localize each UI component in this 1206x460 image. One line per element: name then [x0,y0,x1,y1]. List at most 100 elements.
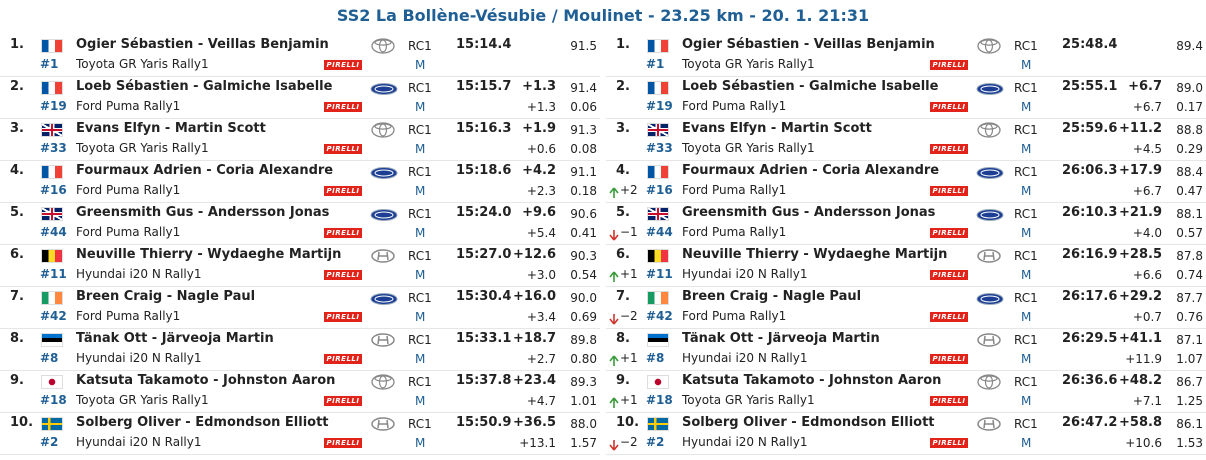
gap: +48.2 [1119,373,1162,388]
time: 15:27.0 [456,247,512,262]
diff: +4.7 [526,394,556,408]
crew: Solberg Oliver - Edmondson Elliott [682,415,935,430]
diff: +6.7 [1132,100,1162,114]
position: 6. [10,247,24,262]
class: RC1 [408,123,432,137]
brand-logo [370,38,396,58]
car: Toyota GR Yaris Rally1 [76,393,209,407]
crew: Breen Craig - Nagle Paul [76,289,256,304]
gap: +12.6 [513,247,556,262]
diff: +4.0 [1132,226,1162,240]
position: 2. [10,79,24,94]
gap: +17.9 [1119,163,1162,178]
position: 3. [616,121,630,136]
car-number: #8 [40,351,59,365]
crew: Fourmaux Adrien - Coria Alexandre [76,163,334,178]
result-row: 2. #19 Loeb Sébastien - Galmiche Isabelle F… [0,76,600,119]
gap: +9.6 [522,205,556,220]
diff: +2.7 [526,352,556,366]
crew: Breen Craig - Nagle Paul [682,289,862,304]
brand-logo [976,290,1004,309]
gap: +41.1 [1119,331,1162,346]
position-change: −2 [620,309,638,323]
tyre-logo: PIRELLI [324,228,362,238]
result-row: 7. −2 #42 Breen Craig - Nagle Paul Ford Puma… [606,286,1206,329]
result-row: 4. #16 Fourmaux Adrien - Coria Alexandre Fo… [0,160,600,203]
group: M [415,58,426,72]
tyre-logo: PIRELLI [324,270,362,280]
tyre-logo: PIRELLI [930,186,968,196]
flag [42,166,62,178]
speed: 90.6 [570,207,597,221]
position: 8. [10,331,24,346]
brand-logo [370,164,398,183]
flag [648,292,668,304]
brand-logo [370,416,396,435]
gap: +4.2 [522,163,556,178]
time: 25:48.4 [1062,37,1118,52]
gap: +58.8 [1119,415,1162,430]
tyre-logo: PIRELLI [930,270,968,280]
diff: +7.1 [1132,394,1162,408]
change-arrow [609,226,619,245]
time: 26:29.5 [1062,331,1118,346]
time: 26:10.3 [1062,205,1118,220]
car-number: #44 [646,225,673,239]
class: RC1 [1014,417,1038,431]
speed: 88.0 [570,417,597,431]
brand-logo [976,80,1004,99]
gap: +16.0 [513,289,556,304]
result-row: 1. #1 Ogier Sébastien - Veillas Benjamin To… [0,34,600,77]
brand-logo [976,332,1002,351]
result-row: 1. #1 Ogier Sébastien - Veillas Benjamin To… [606,34,1206,77]
tyre-logo: PIRELLI [324,102,362,112]
class: RC1 [1014,39,1038,53]
time: 15:37.8 [456,373,512,388]
car: Ford Puma Rally1 [682,225,787,239]
gap: +6.7 [1128,79,1162,94]
diff: +6.6 [1132,268,1162,282]
brand-logo [976,248,1002,267]
time: 15:14.4 [456,37,512,52]
time: 15:33.1 [456,331,512,346]
crew: Greensmith Gus - Andersson Jonas [76,205,330,220]
tyre-logo: PIRELLI [324,60,362,70]
group: M [1021,436,1032,450]
tyre-logo: PIRELLI [324,438,362,448]
group: M [415,226,426,240]
speed: 90.3 [570,249,597,263]
tyre-logo: PIRELLI [930,396,968,406]
position: 9. [616,373,630,388]
car-number: #19 [40,99,67,113]
position: 5. [10,205,24,220]
time: 26:17.6 [1062,289,1118,304]
group: M [1021,310,1032,324]
brand-logo [370,332,396,351]
car: Toyota GR Yaris Rally1 [682,57,815,71]
per-km: 1.57 [570,436,597,450]
car-number: #16 [646,183,673,197]
gap: +21.9 [1119,205,1162,220]
crew: Loeb Sébastien - Galmiche Isabelle [682,79,939,94]
time: 25:59.6 [1062,121,1118,136]
flag [648,208,668,220]
flag [42,208,62,220]
class: RC1 [408,417,432,431]
diff: +3.4 [526,310,556,324]
group: M [1021,352,1032,366]
gap: +11.2 [1119,121,1162,136]
car: Ford Puma Rally1 [76,183,181,197]
speed: 89.4 [1176,39,1203,53]
gap: +36.5 [513,415,556,430]
diff: +0.6 [526,142,556,156]
position: 6. [616,247,630,262]
position-change: −2 [620,435,638,449]
stage-results: 1. #1 Ogier Sébastien - Veillas Benjamin To… [0,34,600,460]
speed: 89.0 [1176,81,1203,95]
speed: 88.4 [1176,165,1203,179]
diff: +1.3 [526,100,556,114]
change-arrow [609,184,619,203]
tyre-logo: PIRELLI [324,186,362,196]
position-change: +2 [620,183,638,197]
per-km: 0.08 [570,142,597,156]
